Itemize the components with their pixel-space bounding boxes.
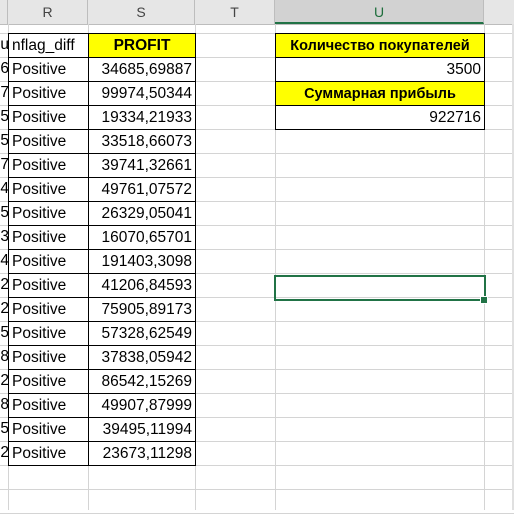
cell-nflag-header[interactable]: nflag_diff xyxy=(8,33,89,58)
gridline xyxy=(0,177,514,178)
cell-profit[interactable]: 99974,50344 xyxy=(88,81,196,106)
cell-profit[interactable]: 49761,07572 xyxy=(88,177,196,202)
gridline xyxy=(484,24,485,510)
gridline xyxy=(0,321,514,322)
gridline xyxy=(0,345,514,346)
gridline xyxy=(0,81,514,82)
cell-nflag[interactable]: Positive xyxy=(8,201,89,226)
cell-q[interactable]: 7 xyxy=(0,156,9,173)
cell-nflag[interactable]: Positive xyxy=(8,57,89,82)
cell-profit[interactable]: 19334,21933 xyxy=(88,105,196,130)
cell-nflag[interactable]: Positive xyxy=(8,441,89,466)
cell-q[interactable]: 8 xyxy=(0,348,9,365)
cell-nflag[interactable]: Positive xyxy=(8,369,89,394)
gridline xyxy=(275,24,276,510)
cell-profit-value[interactable]: 922716 xyxy=(275,105,485,130)
gridline xyxy=(0,297,514,298)
cell-q[interactable]: 8 xyxy=(0,396,9,413)
cell-customers-label[interactable]: Количество покупателей xyxy=(275,33,485,58)
cell-q-header[interactable]: u xyxy=(0,36,9,53)
cell-profit[interactable]: 57328,62549 xyxy=(88,321,196,346)
cell-q[interactable]: 5 xyxy=(0,204,9,221)
cell-q[interactable]: 6 xyxy=(0,60,9,77)
cell-profit[interactable]: 37838,05942 xyxy=(88,345,196,370)
right-edge xyxy=(512,24,514,510)
cell-nflag[interactable]: Positive xyxy=(8,417,89,442)
cell-nflag[interactable]: Positive xyxy=(8,393,89,418)
cell-q[interactable]: 4 xyxy=(0,252,9,269)
cell-nflag[interactable]: Positive xyxy=(8,105,89,130)
cell-nflag[interactable]: Positive xyxy=(8,249,89,274)
column-header-s[interactable]: S xyxy=(88,0,195,24)
gridline xyxy=(0,273,514,274)
cell-profit[interactable]: 23673,11298 xyxy=(88,441,196,466)
gridline xyxy=(0,33,514,34)
gridline xyxy=(0,129,514,130)
cell-nflag[interactable]: Positive xyxy=(8,153,89,178)
cell-q[interactable]: 3 xyxy=(0,228,9,245)
cell-nflag[interactable]: Positive xyxy=(8,177,89,202)
gridline xyxy=(0,57,514,58)
cell-q[interactable]: 2 xyxy=(0,276,9,293)
selected-cell[interactable] xyxy=(274,275,486,301)
cell-q[interactable]: 7 xyxy=(0,84,9,101)
cell-nflag[interactable]: Positive xyxy=(8,225,89,250)
gridline xyxy=(0,105,514,106)
cell-q[interactable]: 4 xyxy=(0,180,9,197)
cell-q[interactable]: 5 xyxy=(0,132,9,149)
cell-q[interactable]: 2 xyxy=(0,372,9,389)
cell-nflag[interactable]: Positive xyxy=(8,321,89,346)
cell-q[interactable]: 5 xyxy=(0,324,9,341)
gridline xyxy=(0,465,514,466)
cell-q[interactable]: 2 xyxy=(0,444,9,461)
gridline xyxy=(0,441,514,442)
cell-q[interactable]: 5 xyxy=(0,108,9,125)
gridline xyxy=(0,393,514,394)
cell-profit[interactable]: 33518,66073 xyxy=(88,129,196,154)
column-header-u[interactable]: U xyxy=(275,0,484,24)
cell-profit[interactable]: 49907,87999 xyxy=(88,393,196,418)
gridline xyxy=(0,153,514,154)
cell-nflag[interactable]: Positive xyxy=(8,81,89,106)
cell-profit[interactable]: 41206,84593 xyxy=(88,273,196,298)
cell-nflag[interactable]: Positive xyxy=(8,129,89,154)
column-header-t[interactable]: T xyxy=(195,0,275,24)
gridline xyxy=(0,249,514,250)
cell-nflag[interactable]: Positive xyxy=(8,345,89,370)
cell-profit-label[interactable]: Суммарная прибыль xyxy=(275,81,485,106)
cell-profit[interactable]: 34685,69887 xyxy=(88,57,196,82)
cell-nflag[interactable]: Positive xyxy=(8,297,89,322)
cell-profit[interactable]: 86542,15269 xyxy=(88,369,196,394)
gridline xyxy=(0,417,514,418)
cell-nflag[interactable]: Positive xyxy=(8,273,89,298)
gridline xyxy=(0,225,514,226)
cell-profit-header[interactable]: PROFIT xyxy=(88,33,196,58)
gridline xyxy=(0,489,514,490)
column-header-r[interactable]: R xyxy=(8,0,88,24)
cell-q[interactable]: 5 xyxy=(0,420,9,437)
cell-q[interactable]: 2 xyxy=(0,300,9,317)
cell-profit[interactable]: 16070,65701 xyxy=(88,225,196,250)
cell-profit[interactable]: 39741,32661 xyxy=(88,153,196,178)
cell-profit[interactable]: 75905,89173 xyxy=(88,297,196,322)
column-header-v[interactable] xyxy=(484,0,514,24)
cell-profit[interactable]: 191403,3098 xyxy=(88,249,196,274)
column-header-q[interactable] xyxy=(0,0,8,24)
fill-handle[interactable] xyxy=(480,296,488,304)
gridline xyxy=(0,201,514,202)
cell-profit[interactable]: 26329,05041 xyxy=(88,201,196,226)
cell-profit[interactable]: 39495,11994 xyxy=(88,417,196,442)
gridline xyxy=(0,369,514,370)
cell-customers-value[interactable]: 3500 xyxy=(275,57,485,82)
column-header-row: R S T U xyxy=(0,0,514,25)
